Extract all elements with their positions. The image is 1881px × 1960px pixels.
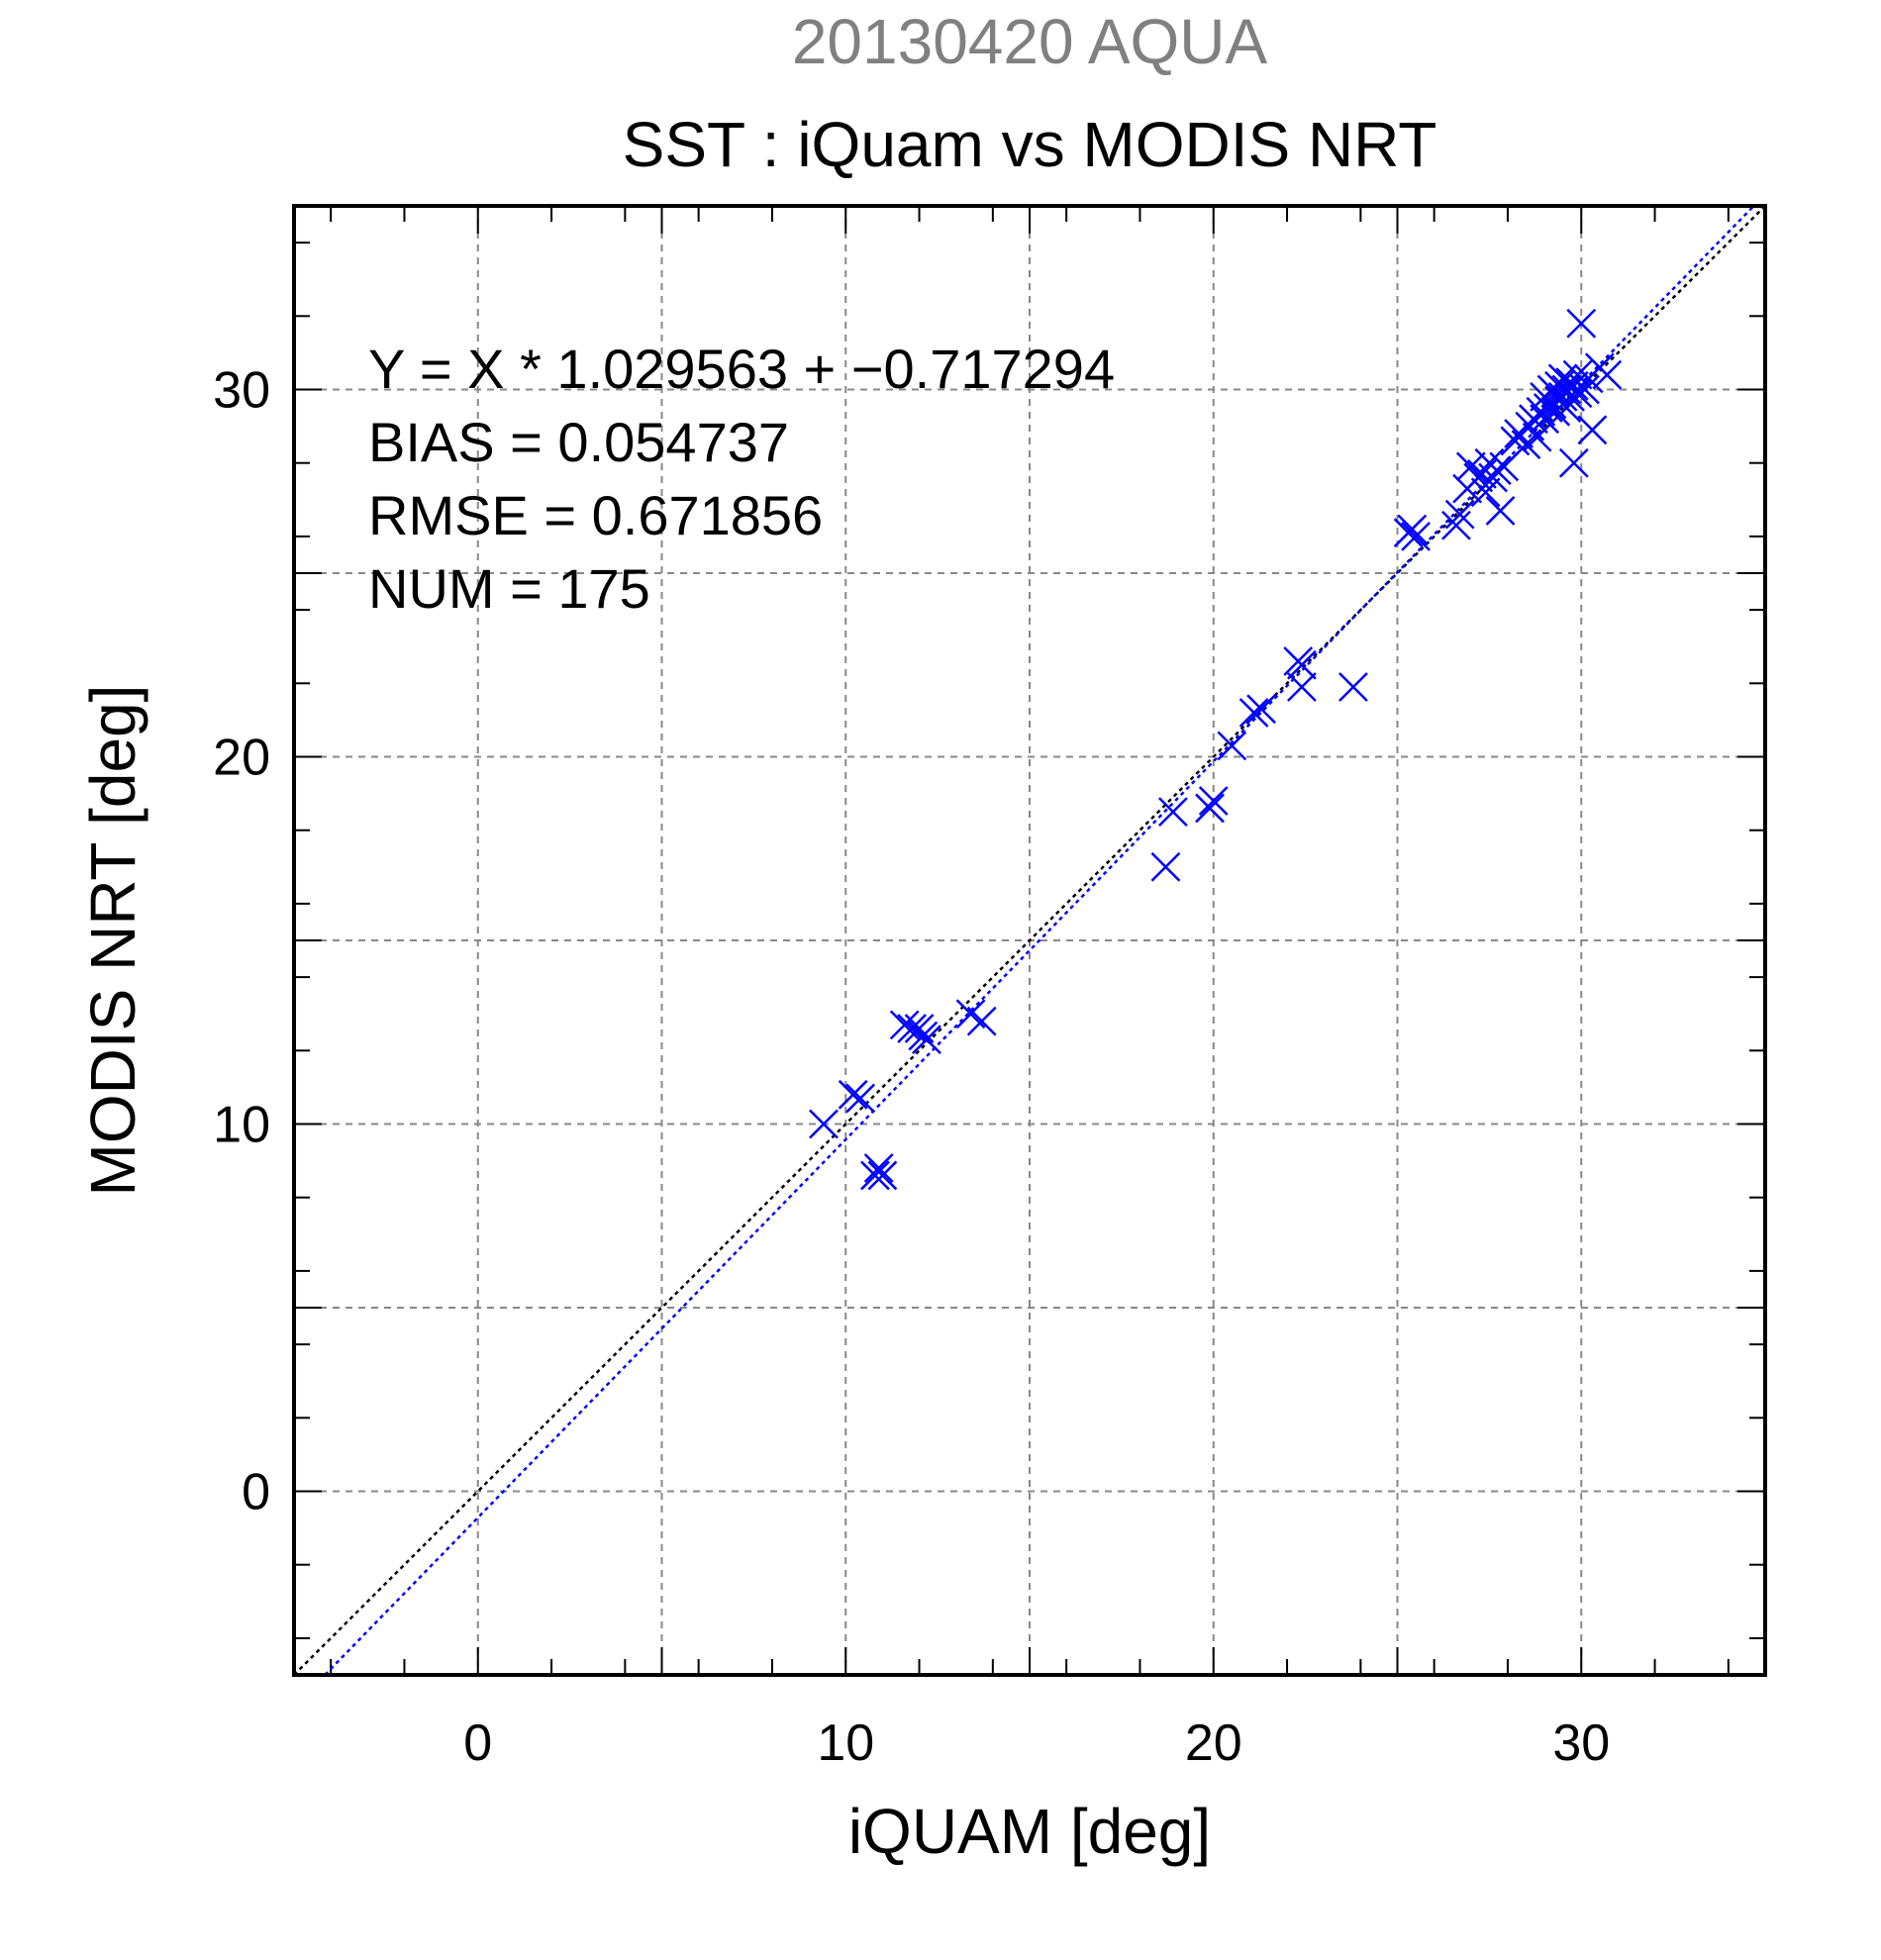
- data-point: [1481, 455, 1512, 486]
- num-stat: NUM = 175: [368, 557, 650, 620]
- minor-ticks: [293, 205, 1766, 1676]
- data-point: [966, 1006, 997, 1036]
- data-point: [1198, 786, 1229, 816]
- data-points: [809, 308, 1623, 1191]
- y-tick-label: 30: [213, 362, 270, 420]
- data-point: [1566, 308, 1597, 339]
- y-tick-labels: 0 10 20 30: [213, 362, 270, 1521]
- data-point: [845, 1083, 875, 1114]
- data-point: [1150, 851, 1181, 882]
- data-point: [1158, 797, 1188, 828]
- x-axis-label: iQUAM [deg]: [848, 1796, 1211, 1867]
- data-point: [1558, 370, 1589, 401]
- rmse-stat: RMSE = 0.671856: [368, 484, 823, 546]
- grid-lines: [294, 206, 1765, 1675]
- data-point: [867, 1160, 898, 1191]
- data-point: [1338, 672, 1368, 702]
- data-point: [1217, 731, 1247, 761]
- data-point: [1287, 672, 1317, 702]
- data-point: [1246, 694, 1276, 725]
- x-tick-label: 0: [463, 1715, 492, 1772]
- data-point: [1592, 359, 1623, 390]
- chart-title: SST : iQuam vs MODIS NRT: [623, 109, 1437, 180]
- data-point: [838, 1079, 868, 1110]
- data-point: [1470, 477, 1501, 508]
- data-point: [1287, 649, 1317, 680]
- y-axis-label: MODIS NRT [deg]: [77, 685, 148, 1197]
- identity-line: [293, 205, 1766, 1676]
- data-point: [1485, 496, 1516, 526]
- data-point: [809, 1109, 839, 1139]
- data-point: [860, 1160, 890, 1191]
- plot-frame: [292, 204, 1767, 1677]
- x-tick-labels: 0 10 20 30: [463, 1715, 1610, 1772]
- data-point: [912, 1025, 941, 1055]
- x-tick-label: 10: [817, 1715, 874, 1772]
- data-point: [1441, 510, 1471, 540]
- regression-equation: Y = X * 1.029563 + −0.717294: [368, 338, 1115, 400]
- y-tick-label: 0: [242, 1464, 270, 1521]
- regression-line: [324, 205, 1755, 1676]
- bias-stat: BIAS = 0.054737: [368, 411, 789, 473]
- y-tick-label: 20: [213, 730, 270, 787]
- data-point: [1570, 374, 1600, 405]
- data-point: [1562, 359, 1593, 390]
- data-point: [1195, 793, 1225, 824]
- x-tick-label: 20: [1185, 1715, 1242, 1772]
- data-point: [1444, 499, 1475, 530]
- data-point: [863, 1153, 894, 1183]
- data-point: [1577, 415, 1608, 445]
- x-tick-label: 30: [1552, 1715, 1610, 1772]
- data-point: [1558, 447, 1589, 478]
- data-point: [1522, 422, 1552, 452]
- data-point: [1397, 514, 1428, 544]
- data-point: [1238, 698, 1269, 728]
- reference-lines: [293, 205, 1766, 1676]
- y-tick-label: 10: [213, 1097, 270, 1154]
- data-point: [1401, 522, 1431, 551]
- chart-supertitle: 20130420 AQUA: [792, 6, 1268, 77]
